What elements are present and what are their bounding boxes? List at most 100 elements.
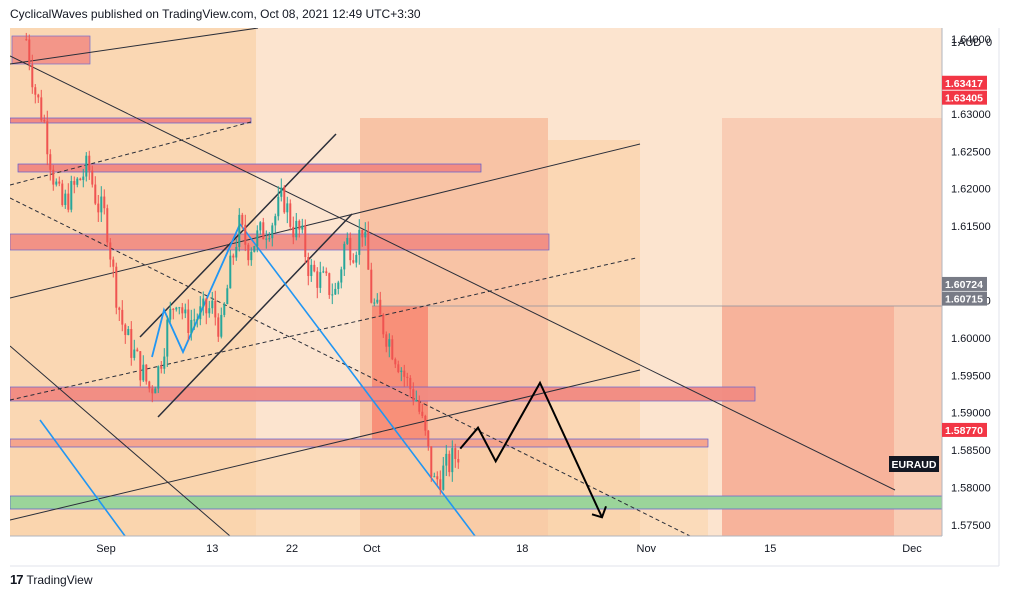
zone-box-green bbox=[10, 495, 942, 510]
x-tick-label: 18 bbox=[516, 543, 528, 555]
candle-body bbox=[421, 411, 424, 416]
candle-body bbox=[103, 196, 106, 209]
candle-body bbox=[223, 304, 226, 315]
rising-line-lower bbox=[10, 369, 641, 521]
candle-body bbox=[391, 339, 394, 360]
candle-body bbox=[157, 366, 160, 389]
candle-body bbox=[121, 309, 124, 325]
candle-body bbox=[25, 39, 28, 41]
candle-body bbox=[403, 370, 406, 377]
candle-body bbox=[346, 237, 349, 244]
candle-body bbox=[457, 458, 460, 463]
zone-box-1 bbox=[11, 35, 91, 65]
rising-line-upper bbox=[10, 143, 641, 299]
candle-body bbox=[235, 246, 238, 258]
candle-body bbox=[400, 370, 403, 373]
zone-box-4 bbox=[10, 233, 550, 251]
candle-body bbox=[325, 271, 328, 274]
candle-body bbox=[154, 388, 157, 394]
candle-body bbox=[127, 328, 130, 336]
candle-body bbox=[202, 298, 205, 307]
candle-body bbox=[109, 242, 112, 260]
candle-body bbox=[361, 229, 364, 238]
candle-body bbox=[151, 388, 154, 394]
price-badge-bg bbox=[942, 90, 987, 105]
candle-body bbox=[244, 224, 247, 245]
candle-body bbox=[265, 238, 268, 240]
candle-body bbox=[91, 170, 94, 185]
drawing-layer bbox=[10, 28, 942, 536]
y-tick-label: 1.58500 bbox=[951, 445, 991, 457]
channel-top-line bbox=[10, 55, 896, 491]
candle-body bbox=[118, 307, 121, 310]
candle-body bbox=[385, 334, 388, 347]
projection-zigzag bbox=[459, 380, 603, 518]
channel-up-top bbox=[139, 133, 337, 338]
candle-body bbox=[427, 430, 430, 447]
symbol-label: EURAUD bbox=[892, 459, 937, 471]
candle-body bbox=[418, 400, 421, 412]
candle-body bbox=[394, 359, 397, 365]
candle-body bbox=[322, 271, 325, 273]
candle-body bbox=[28, 39, 31, 65]
candle-body bbox=[94, 184, 97, 204]
candle-body bbox=[280, 187, 283, 197]
dashed-mid-line bbox=[10, 197, 691, 536]
candle-body bbox=[139, 351, 142, 381]
candle-body bbox=[436, 476, 439, 480]
footer-brand[interactable]: TradingView bbox=[26, 572, 93, 587]
y-tick-label: 1.64000 bbox=[951, 34, 991, 46]
candle-body bbox=[49, 154, 52, 170]
scale-marker: 0 bbox=[986, 37, 992, 49]
candle-body bbox=[79, 178, 82, 181]
candle-body bbox=[181, 307, 184, 314]
candle-body bbox=[130, 328, 133, 358]
candle-body bbox=[142, 364, 145, 381]
candle-body bbox=[241, 214, 244, 225]
candle-body bbox=[88, 155, 91, 171]
candle-body bbox=[190, 319, 193, 333]
candle-body bbox=[115, 266, 118, 308]
x-tick-label: Sep bbox=[96, 543, 116, 555]
zone-box-2 bbox=[10, 117, 252, 124]
candle-body bbox=[412, 389, 415, 401]
publish-header: CyclicalWaves published on TradingView.c… bbox=[10, 7, 421, 21]
candle-body bbox=[442, 465, 445, 490]
price-badge: 1.60724 bbox=[942, 276, 987, 291]
candle-body bbox=[124, 324, 127, 336]
price-badge: 1.58770 bbox=[942, 422, 987, 437]
zone-box-6 bbox=[10, 438, 709, 448]
candle-body bbox=[328, 273, 331, 295]
x-tick-label: Dec bbox=[902, 543, 922, 555]
candle-body bbox=[55, 181, 58, 185]
zone-bottom bbox=[10, 440, 708, 536]
candle-body bbox=[286, 203, 289, 213]
candle-body bbox=[145, 364, 148, 382]
candle-layer bbox=[25, 32, 460, 495]
price-badge-bg bbox=[942, 291, 987, 306]
candle-body bbox=[406, 376, 409, 378]
candle-body bbox=[358, 229, 361, 255]
x-tick-label: 22 bbox=[286, 543, 298, 555]
candle-body bbox=[283, 187, 286, 213]
x-tick-label: 13 bbox=[206, 543, 218, 555]
candle-body bbox=[43, 120, 46, 122]
zone-box-5 bbox=[10, 386, 756, 402]
candle-body bbox=[40, 97, 43, 121]
price-axis[interactable]: 1.640001.630001.625001.620001.615001.605… bbox=[951, 34, 991, 532]
price-badge: 1.60715 bbox=[942, 291, 987, 306]
candle-body bbox=[100, 196, 103, 213]
candle-body bbox=[415, 400, 418, 402]
zone-box-3 bbox=[17, 163, 482, 173]
price-badge-value: 1.60724 bbox=[945, 279, 983, 291]
time-axis[interactable]: Sep 13 22 Oct 18 Nov 15 Dec bbox=[96, 543, 922, 555]
candle-body bbox=[310, 264, 313, 277]
currency-label: AUD bbox=[958, 37, 981, 49]
candle-body bbox=[37, 94, 40, 98]
candle-body bbox=[316, 271, 319, 288]
candle-body bbox=[67, 193, 70, 210]
dashed-rising-line bbox=[10, 257, 637, 401]
candle-body bbox=[196, 319, 199, 321]
candle-body bbox=[319, 272, 322, 288]
